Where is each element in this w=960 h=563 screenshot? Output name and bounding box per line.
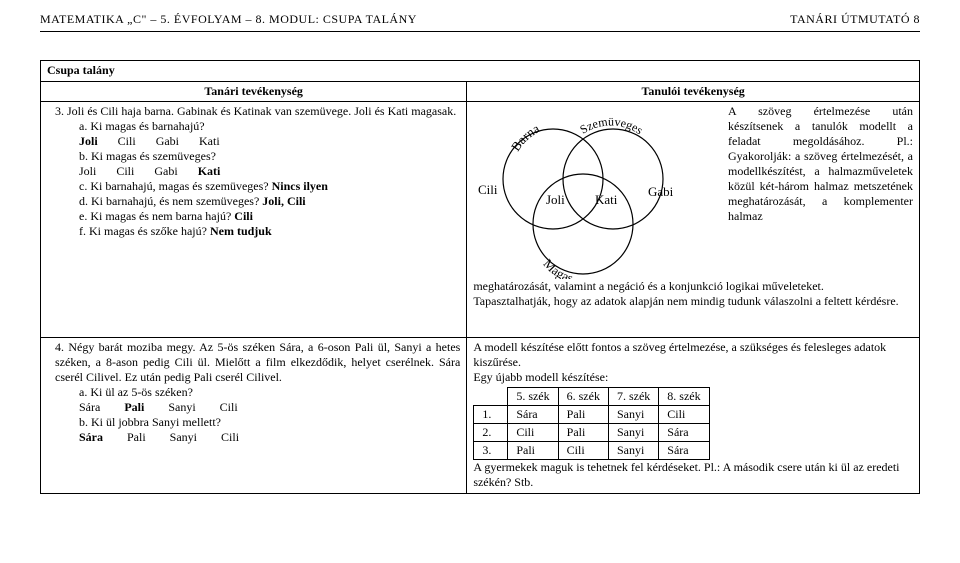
svg-text:Kati: Kati <box>595 192 618 207</box>
q3b: b. Ki magas és szemüveges? <box>55 149 460 164</box>
q4a-names: Sára Pali Sanyi Cili <box>55 400 460 415</box>
q4a: a. Ki ül az 5-ös széken? <box>55 385 460 400</box>
task-3-left: 3. Joli és Cili haja barna. Gabinak és K… <box>41 102 467 338</box>
page-header: MATEMATIKA „C" – 5. ÉVFOLYAM – 8. MODUL:… <box>40 12 920 27</box>
table-row: 2. Cili Pali Sanyi Sára <box>474 424 709 442</box>
q3a: a. Ki magas és barnahajú? <box>55 119 460 134</box>
task-3-right: Barna Szemüveges Magas Cili Joli Kati Ga… <box>467 102 920 338</box>
header-rule <box>40 31 920 32</box>
svg-text:Joli: Joli <box>546 192 565 207</box>
table-row: 3. Pali Cili Sanyi Sára <box>474 442 709 460</box>
q3c: c. Ki barnahajú, magas és szemüveges? Ni… <box>55 179 460 194</box>
task-4-right-tail: A gyermekek maguk is tehetnek fel kérdés… <box>473 460 913 490</box>
svg-text:Magas: Magas <box>541 256 575 279</box>
task-3-right-top: A szöveg értelmezése után készítsenek a … <box>728 104 913 224</box>
q3d: d. Ki barnahajú, és nem szemüveges? Joli… <box>55 194 460 209</box>
q3f: f. Ki magas és szőke hajú? Nem tudjuk <box>55 224 460 239</box>
q3e: e. Ki magas és nem barna hajú? Cili <box>55 209 460 224</box>
section-title: Csupa talány <box>41 61 920 82</box>
task-4-right: A modell készítése előtt fontos a szöveg… <box>467 338 920 494</box>
q3a-names: Joli Cili Gabi Kati <box>55 134 460 149</box>
task-4-intro: Négy barát moziba megy. Az 5-ös széken S… <box>55 340 460 384</box>
q3b-names: Joli Cili Gabi Kati <box>55 164 460 179</box>
main-table: Csupa talány Tanári tevékenység Tanulói … <box>40 60 920 494</box>
q4b: b. Ki ül jobbra Sanyi mellett? <box>55 415 460 430</box>
task-3-num: 3. <box>55 104 64 118</box>
task-4-num: 4. <box>55 340 64 354</box>
header-right: TANÁRI ÚTMUTATÓ 8 <box>790 12 920 27</box>
svg-text:Gabi: Gabi <box>648 184 674 199</box>
header-left: MATEMATIKA „C" – 5. ÉVFOLYAM – 8. MODUL:… <box>40 12 417 27</box>
task-4-left: 4. Négy barát moziba megy. Az 5-ös széke… <box>41 338 467 494</box>
task-4-right-line2: Egy újabb modell készítése: <box>473 370 913 385</box>
col-head-left: Tanári tevékenység <box>41 82 467 102</box>
col-head-right: Tanulói tevékenység <box>467 82 920 102</box>
svg-text:Cili: Cili <box>478 182 498 197</box>
seat-table: 5. szék 6. szék 7. szék 8. szék 1. Sára … <box>473 387 709 460</box>
task-3-intro: Joli és Cili haja barna. Gabinak és Kati… <box>67 104 456 118</box>
venn-diagram: Barna Szemüveges Magas Cili Joli Kati Ga… <box>473 104 698 279</box>
svg-text:Szemüveges: Szemüveges <box>578 114 646 137</box>
task-3-right-bottom: meghatározását, valamint a negáció és a … <box>473 279 913 309</box>
svg-text:Barna: Barna <box>508 120 542 153</box>
table-row: 1. Sára Pali Sanyi Cili <box>474 406 709 424</box>
task-4-right-line1: A modell készítése előtt fontos a szöveg… <box>473 340 913 370</box>
q4b-names: Sára Pali Sanyi Cili <box>55 430 460 445</box>
